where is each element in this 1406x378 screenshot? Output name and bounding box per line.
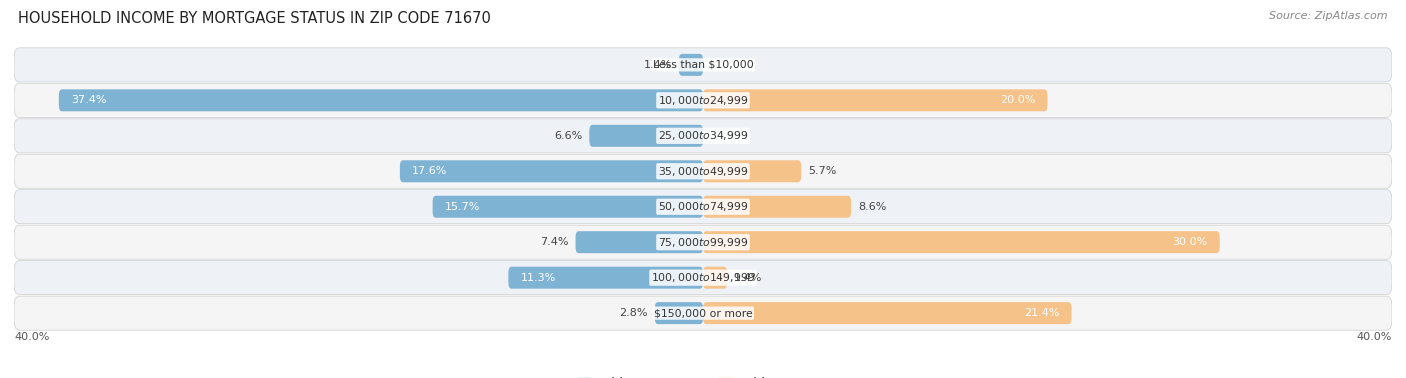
Text: 5.7%: 5.7% [808, 166, 837, 176]
FancyBboxPatch shape [399, 160, 703, 182]
Text: $100,000 to $149,999: $100,000 to $149,999 [651, 271, 755, 284]
Text: 30.0%: 30.0% [1173, 237, 1208, 247]
Text: $75,000 to $99,999: $75,000 to $99,999 [658, 236, 748, 249]
FancyBboxPatch shape [679, 54, 703, 76]
FancyBboxPatch shape [703, 266, 727, 289]
Text: $35,000 to $49,999: $35,000 to $49,999 [658, 165, 748, 178]
FancyBboxPatch shape [14, 154, 1392, 188]
FancyBboxPatch shape [14, 119, 1392, 153]
Text: 11.3%: 11.3% [520, 273, 555, 283]
FancyBboxPatch shape [589, 125, 703, 147]
Text: $10,000 to $24,999: $10,000 to $24,999 [658, 94, 748, 107]
FancyBboxPatch shape [14, 296, 1392, 330]
FancyBboxPatch shape [14, 261, 1392, 295]
Text: 15.7%: 15.7% [444, 202, 479, 212]
Text: 6.6%: 6.6% [554, 131, 582, 141]
Text: 20.0%: 20.0% [1000, 95, 1035, 105]
Text: Source: ZipAtlas.com: Source: ZipAtlas.com [1270, 11, 1388, 21]
Text: 37.4%: 37.4% [70, 95, 107, 105]
Text: 2.8%: 2.8% [620, 308, 648, 318]
FancyBboxPatch shape [575, 231, 703, 253]
Text: $25,000 to $34,999: $25,000 to $34,999 [658, 129, 748, 142]
FancyBboxPatch shape [59, 89, 703, 112]
Text: 1.4%: 1.4% [644, 60, 672, 70]
FancyBboxPatch shape [14, 225, 1392, 259]
Text: 1.4%: 1.4% [734, 273, 762, 283]
Text: Less than $10,000: Less than $10,000 [652, 60, 754, 70]
FancyBboxPatch shape [703, 196, 851, 218]
FancyBboxPatch shape [703, 231, 1219, 253]
Text: 7.4%: 7.4% [540, 237, 568, 247]
FancyBboxPatch shape [703, 160, 801, 182]
Text: 40.0%: 40.0% [14, 332, 49, 342]
Text: 40.0%: 40.0% [1357, 332, 1392, 342]
Legend: Without Mortgage, With Mortgage: Without Mortgage, With Mortgage [576, 377, 830, 378]
Text: HOUSEHOLD INCOME BY MORTGAGE STATUS IN ZIP CODE 71670: HOUSEHOLD INCOME BY MORTGAGE STATUS IN Z… [18, 11, 491, 26]
FancyBboxPatch shape [655, 302, 703, 324]
Text: 21.4%: 21.4% [1024, 308, 1060, 318]
FancyBboxPatch shape [433, 196, 703, 218]
FancyBboxPatch shape [14, 83, 1392, 117]
Text: 8.6%: 8.6% [858, 202, 886, 212]
FancyBboxPatch shape [14, 190, 1392, 224]
FancyBboxPatch shape [703, 89, 1047, 112]
Text: 17.6%: 17.6% [412, 166, 447, 176]
Text: $50,000 to $74,999: $50,000 to $74,999 [658, 200, 748, 213]
Text: $150,000 or more: $150,000 or more [654, 308, 752, 318]
FancyBboxPatch shape [14, 48, 1392, 82]
FancyBboxPatch shape [509, 266, 703, 289]
FancyBboxPatch shape [703, 302, 1071, 324]
